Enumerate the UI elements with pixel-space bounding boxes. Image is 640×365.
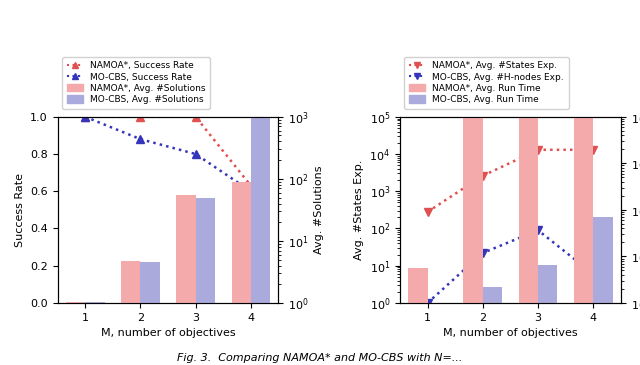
X-axis label: M, number of objectives: M, number of objectives (100, 328, 236, 338)
Bar (408, 269, 428, 365)
Legend: NAMOA*, Avg. #States Exp., MO-CBS, Avg. #H-nodes Exp., NAMOA*, Avg. Run Time, MO: NAMOA*, Avg. #States Exp., MO-CBS, Avg. … (404, 57, 568, 108)
Y-axis label: Success Rate: Success Rate (15, 173, 24, 247)
Y-axis label: Avg. #Solutions: Avg. #Solutions (314, 166, 324, 254)
Y-axis label: Avg. #States Exp.: Avg. #States Exp. (354, 160, 364, 260)
Bar (85, 303, 104, 365)
Bar (574, 72, 593, 365)
Bar (593, 217, 612, 365)
Bar (196, 197, 215, 365)
Bar (538, 265, 557, 365)
X-axis label: M, number of objectives: M, number of objectives (443, 328, 578, 338)
Bar (518, 111, 538, 365)
Text: Fig. 3.  Comparing NAMOA* and MO-CBS with N=...: Fig. 3. Comparing NAMOA* and MO-CBS with… (177, 353, 463, 363)
Bar (251, 118, 270, 365)
Bar (121, 261, 140, 365)
Bar (232, 182, 251, 365)
Bar (483, 287, 502, 365)
Legend: NAMOA*, Success Rate, MO-CBS, Success Rate, NAMOA*, Avg. #Solutions, MO-CBS, Avg: NAMOA*, Success Rate, MO-CBS, Success Ra… (62, 57, 210, 108)
Bar (140, 262, 160, 365)
Bar (66, 301, 85, 365)
Bar (463, 106, 483, 365)
Bar (176, 195, 196, 365)
